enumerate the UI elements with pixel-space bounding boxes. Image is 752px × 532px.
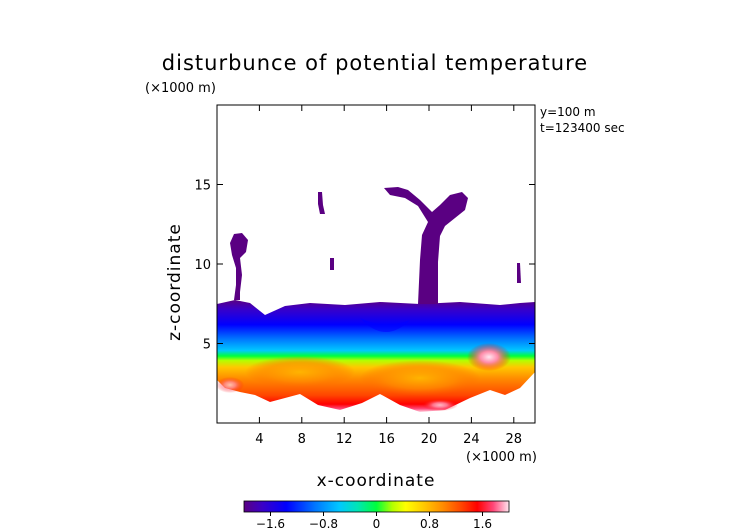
warm-spot [422,399,458,411]
x-tick-label: 4 [255,432,263,447]
x-tick-label: 24 [463,432,480,447]
y-tick-label: 5 [203,338,211,353]
x-axis: 4 8 12 16 20 24 28 [255,105,522,447]
y-tick-label: 10 [194,258,211,273]
plume-filament [330,258,334,270]
colorbar-tick-label: 0.8 [420,517,439,531]
warm-blob [245,356,355,388]
x-tick-label: 8 [298,432,306,447]
plume-filament [517,263,521,283]
annotation-y: y=100 m [540,105,596,119]
x-units-label: (×1000 m) [466,450,537,465]
x-tick-label: 16 [378,432,395,447]
warm-spot [217,377,244,393]
plume-filament [318,192,325,214]
colorbar-tick-label: 0 [373,517,381,531]
x-tick-label: 12 [336,432,353,447]
warm-blob [360,360,480,396]
y-tick-label: 15 [194,179,211,194]
x-tick-label: 28 [506,432,523,447]
y-axis-label: z-coordinate [165,223,185,341]
left-plume [230,233,248,300]
z-units-label: (×1000 m) [145,81,216,96]
cold-dip [360,318,410,333]
colorbar-tick-label: −1.6 [256,517,285,531]
colorbar-ticks: −1.6 −0.8 0 0.8 1.6 [256,512,492,531]
colorbar [243,500,510,513]
annotation-t: t=123400 sec [540,121,625,135]
plot-field [217,187,535,412]
warm-spot [467,343,511,371]
colorbar-tick-label: −0.8 [309,517,338,531]
rising-plume [384,187,468,304]
x-axis-label: x-coordinate [317,471,436,491]
colorbar-tick-label: 1.6 [473,517,492,531]
y-axis: 5 10 15 [194,179,535,353]
chart-title: disturbunce of potential temperature [162,51,588,75]
x-tick-label: 20 [421,432,438,447]
